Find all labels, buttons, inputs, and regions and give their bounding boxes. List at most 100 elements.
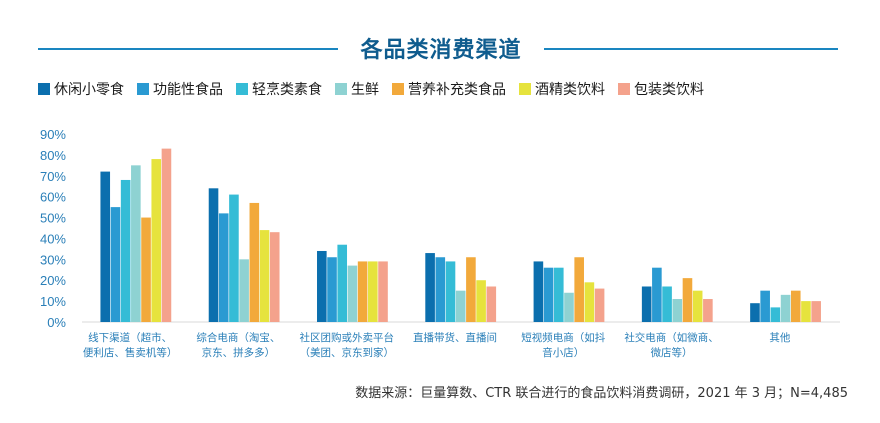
- x-tick-label: 便利店、售卖机等）: [83, 346, 178, 359]
- bar: [141, 217, 151, 322]
- x-tick-label: 音小店）: [542, 346, 584, 359]
- bar: [652, 267, 662, 322]
- bar: [239, 259, 249, 322]
- bar: [327, 257, 337, 322]
- chart-legend: 休闲小零食 功能性食品 轻烹类素食 生鲜 营养补充类食品 酒精类饮料 包装类饮料: [38, 78, 717, 100]
- y-tick-label: 60%: [40, 190, 66, 205]
- legend-item: 营养补充类食品: [392, 79, 506, 99]
- chart-title: 各品类消费渠道: [360, 38, 522, 63]
- legend-swatch: [618, 83, 630, 95]
- x-tick-label: 直播带货、直播间: [413, 331, 497, 344]
- bar: [801, 301, 811, 322]
- bar: [574, 257, 584, 322]
- bar: [750, 303, 760, 322]
- x-tick-label: 综合电商（淘宝、: [196, 331, 280, 344]
- legend-label: 生鲜: [351, 82, 379, 98]
- bar: [317, 250, 327, 322]
- bar: [770, 307, 781, 322]
- bar: [594, 288, 605, 322]
- bar: [486, 286, 497, 322]
- bar: [425, 253, 435, 322]
- legend-swatch: [519, 83, 531, 95]
- y-tick-label: 0%: [47, 315, 66, 330]
- bar: [218, 213, 229, 322]
- legend-item: 休闲小零食: [38, 79, 124, 99]
- bar: [703, 299, 713, 322]
- bar: [131, 165, 141, 322]
- bar: [249, 202, 260, 322]
- x-tick-label: 社交电商（如微商、: [624, 331, 719, 344]
- bar: [476, 280, 486, 322]
- bar: [543, 267, 554, 322]
- bar: [120, 179, 131, 322]
- legend-item: 生鲜: [335, 79, 379, 99]
- x-tick-label: 京东、拼多多）: [202, 346, 276, 359]
- legend-item: 轻烹类素食: [236, 79, 322, 99]
- x-tick-label: 其他: [769, 331, 790, 344]
- bar: [229, 194, 239, 322]
- bar: [584, 282, 595, 322]
- title-divider-left: [38, 48, 338, 50]
- x-tick-label: 线下渠道（超市、: [88, 331, 172, 344]
- bar: [811, 301, 821, 322]
- y-tick-label: 10%: [40, 294, 66, 309]
- title-divider-right: [544, 48, 838, 50]
- x-tick-label: （美团、京东到家）: [299, 346, 394, 359]
- x-tick-label: 短视频电商（如抖: [521, 331, 605, 344]
- source-note: 数据来源：巨量算数、CTR 联合进行的食品饮料消费调研，2021 年 3 月；N…: [355, 386, 848, 401]
- bar: [760, 290, 770, 322]
- bar: [553, 267, 564, 322]
- bar: [682, 278, 693, 322]
- bar: [100, 171, 111, 322]
- bar: [466, 257, 476, 322]
- y-tick-label: 50%: [40, 211, 66, 226]
- bar: [455, 290, 466, 322]
- y-tick-label: 80%: [40, 148, 66, 163]
- bar: [435, 257, 446, 322]
- y-tick-label: 20%: [40, 273, 66, 288]
- bar: [445, 261, 456, 322]
- legend-label: 营养补充类食品: [408, 82, 506, 98]
- bar: [269, 232, 280, 322]
- bar: [151, 159, 162, 322]
- bar: [533, 261, 544, 322]
- legend-label: 包装类饮料: [634, 82, 704, 98]
- bar: [641, 286, 652, 322]
- bar: [378, 261, 388, 322]
- legend-swatch: [137, 83, 149, 95]
- legend-label: 功能性食品: [153, 82, 223, 98]
- bar: [790, 290, 801, 322]
- legend-label: 酒精类饮料: [535, 82, 605, 98]
- bar: [347, 265, 358, 322]
- bar: [110, 207, 121, 322]
- bar: [357, 261, 368, 322]
- legend-label: 休闲小零食: [54, 82, 124, 98]
- bar: [672, 299, 683, 322]
- y-tick-label: 70%: [40, 169, 66, 184]
- bar: [692, 290, 703, 322]
- y-tick-label: 90%: [40, 127, 66, 142]
- bar: [662, 286, 672, 322]
- bar: [161, 148, 172, 322]
- bar: [368, 261, 378, 322]
- legend-swatch: [335, 83, 347, 95]
- y-tick-label: 40%: [40, 231, 66, 246]
- bar: [780, 294, 791, 322]
- bar: [208, 188, 219, 322]
- legend-item: 包装类饮料: [618, 79, 704, 99]
- legend-swatch: [392, 83, 404, 95]
- bar: [564, 292, 574, 322]
- legend-item: 功能性食品: [137, 79, 223, 99]
- bar: [259, 230, 270, 322]
- legend-label: 轻烹类素食: [252, 82, 322, 98]
- legend-item: 酒精类饮料: [519, 79, 605, 99]
- legend-swatch: [38, 83, 50, 95]
- bar: [337, 244, 348, 322]
- y-tick-label: 30%: [40, 252, 66, 267]
- legend-swatch: [236, 83, 248, 95]
- x-tick-label: 社区团购或外卖平台: [299, 331, 394, 344]
- x-tick-label: 微店等）: [651, 346, 693, 359]
- title-row: 各品类消费渠道: [0, 28, 880, 68]
